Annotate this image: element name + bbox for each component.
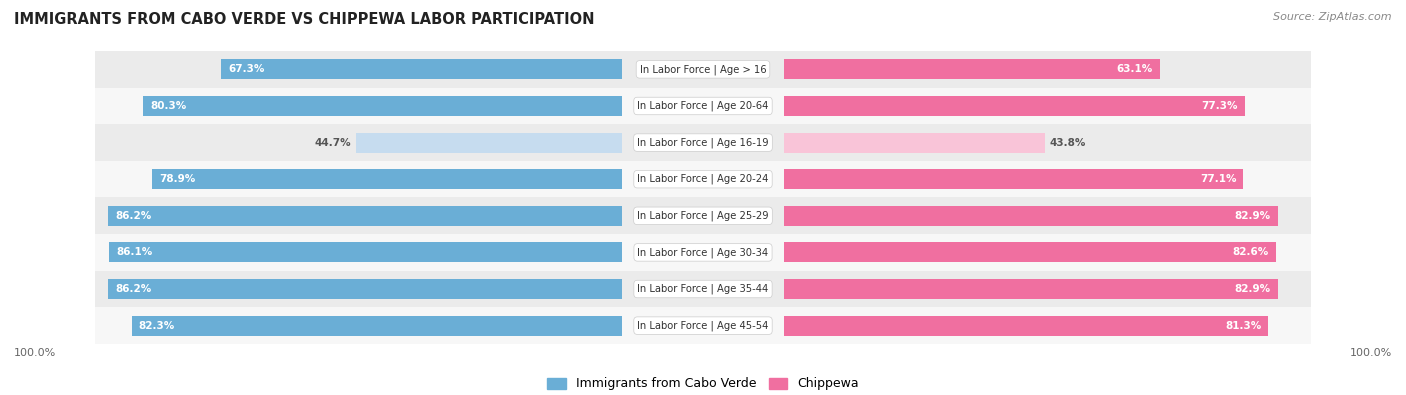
- Bar: [94, 51, 1312, 88]
- Text: 80.3%: 80.3%: [150, 101, 187, 111]
- Bar: [143, 96, 623, 116]
- Bar: [221, 59, 623, 79]
- Bar: [94, 88, 1312, 124]
- Text: 86.2%: 86.2%: [115, 284, 152, 294]
- Text: 86.2%: 86.2%: [115, 211, 152, 221]
- Text: 82.9%: 82.9%: [1234, 211, 1271, 221]
- Bar: [132, 316, 623, 336]
- Text: In Labor Force | Age 20-64: In Labor Force | Age 20-64: [637, 101, 769, 111]
- Bar: [94, 234, 1312, 271]
- Text: In Labor Force | Age 25-29: In Labor Force | Age 25-29: [637, 211, 769, 221]
- Bar: [783, 59, 1160, 79]
- Bar: [783, 169, 1243, 189]
- Text: 100.0%: 100.0%: [14, 348, 56, 358]
- Bar: [94, 198, 1312, 234]
- Bar: [356, 132, 623, 152]
- Text: 77.3%: 77.3%: [1201, 101, 1237, 111]
- Text: In Labor Force | Age 30-34: In Labor Force | Age 30-34: [637, 247, 769, 258]
- Text: 44.7%: 44.7%: [315, 137, 352, 148]
- Text: In Labor Force | Age 45-54: In Labor Force | Age 45-54: [637, 320, 769, 331]
- Bar: [152, 169, 623, 189]
- Bar: [108, 206, 623, 226]
- Text: 82.9%: 82.9%: [1234, 284, 1271, 294]
- Text: 43.8%: 43.8%: [1049, 137, 1085, 148]
- Bar: [783, 132, 1045, 152]
- Bar: [94, 124, 1312, 161]
- Text: IMMIGRANTS FROM CABO VERDE VS CHIPPEWA LABOR PARTICIPATION: IMMIGRANTS FROM CABO VERDE VS CHIPPEWA L…: [14, 12, 595, 27]
- Bar: [94, 307, 1312, 344]
- Text: 82.6%: 82.6%: [1233, 247, 1270, 258]
- Text: In Labor Force | Age > 16: In Labor Force | Age > 16: [640, 64, 766, 75]
- Legend: Immigrants from Cabo Verde, Chippewa: Immigrants from Cabo Verde, Chippewa: [541, 372, 865, 395]
- Text: In Labor Force | Age 16-19: In Labor Force | Age 16-19: [637, 137, 769, 148]
- Bar: [783, 279, 1278, 299]
- Bar: [783, 243, 1277, 263]
- Text: 82.3%: 82.3%: [139, 321, 174, 331]
- Bar: [783, 96, 1244, 116]
- Text: 67.3%: 67.3%: [228, 64, 264, 74]
- Bar: [783, 316, 1268, 336]
- Bar: [94, 161, 1312, 198]
- Text: 78.9%: 78.9%: [159, 174, 195, 184]
- Text: 100.0%: 100.0%: [1350, 348, 1392, 358]
- Bar: [783, 206, 1278, 226]
- Bar: [94, 271, 1312, 307]
- Bar: [108, 279, 623, 299]
- Text: 77.1%: 77.1%: [1199, 174, 1236, 184]
- Text: 63.1%: 63.1%: [1116, 64, 1153, 74]
- Text: 86.1%: 86.1%: [117, 247, 152, 258]
- Text: 81.3%: 81.3%: [1225, 321, 1261, 331]
- Text: Source: ZipAtlas.com: Source: ZipAtlas.com: [1274, 12, 1392, 22]
- Text: In Labor Force | Age 35-44: In Labor Force | Age 35-44: [637, 284, 769, 294]
- Bar: [108, 243, 623, 263]
- Text: In Labor Force | Age 20-24: In Labor Force | Age 20-24: [637, 174, 769, 184]
